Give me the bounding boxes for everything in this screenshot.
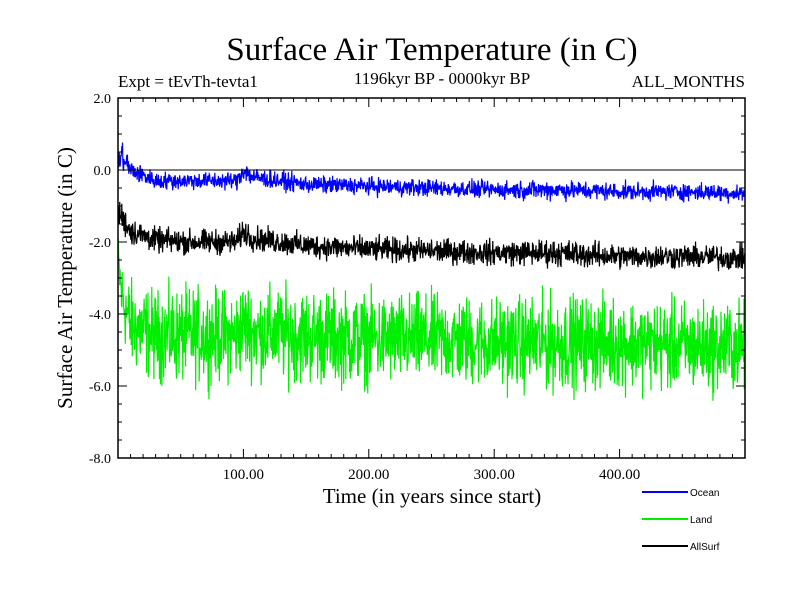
legend-label-land: Land [690,515,712,526]
y-tick-label: 0.0 [94,164,112,179]
x-tick-label: 100.00 [223,467,264,483]
months-label: ALL_MONTHS [632,72,745,91]
legend: Ocean Land AllSurf [642,488,720,553]
y-tick-label: -4.0 [89,308,111,323]
legend-label-allsurf: AllSurf [690,542,720,553]
legend-label-ocean: Ocean [690,488,719,499]
chart-title: Surface Air Temperature (in C) [226,32,637,68]
y-tick-label: 2.0 [94,92,112,107]
chart-subtitle: 1196kyr BP - 0000kyr BP [354,69,530,88]
x-tick-label: 200.00 [348,467,389,483]
experiment-label: Expt = tEvTh-tevta1 [118,72,258,91]
series-layer [118,142,745,401]
plot-frame [117,97,746,459]
axis-ticks: 2.0 0.0 -2.0 -4.0 -6.0 -8.0 100.00 200.00 300.00… [89,92,745,483]
y-tick-label: -6.0 [89,380,111,395]
x-axis-label: Time (in years since start) [323,484,542,508]
series-line-land [118,238,745,401]
x-tick-label: 300.00 [474,467,515,483]
series-line-ocean [118,142,745,204]
x-tick-label: 400.00 [599,467,640,483]
y-tick-label: -2.0 [89,236,111,251]
plot-border [117,97,746,459]
y-tick-label: -8.0 [89,452,111,467]
series-line-allsurf [118,201,745,272]
y-axis-label: Surface Air Temperature (in C) [53,147,77,409]
